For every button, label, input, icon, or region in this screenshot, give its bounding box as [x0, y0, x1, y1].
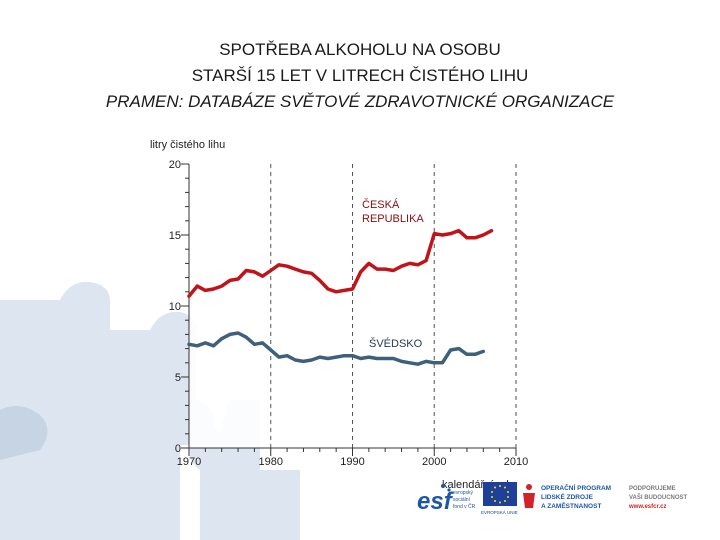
y-tick-label: 0	[175, 443, 181, 455]
svg-text:A ZAMĚSTNANOST: A ZAMĚSTNANOST	[541, 501, 601, 510]
x-tick-label: 2000	[422, 456, 446, 468]
y-tick-label: 10	[169, 301, 181, 313]
svg-text:PODPORUJEME: PODPORUJEME	[629, 486, 676, 492]
svg-text:VAŠI BUDOUCNOST: VAŠI BUDOUCNOST	[629, 493, 688, 501]
eu-flag-logo: EVROPSKÁ UNIE	[481, 482, 518, 515]
tick-labels: 0 5 10 15 20 1970 1980 1990 2000 2010	[169, 159, 528, 468]
annotation-svedsko: ŠVÉDSKO	[369, 337, 423, 350]
esf-logo: esf evropský sociální fond v ČR	[417, 484, 476, 515]
series-line-ceska-republika	[187, 228, 494, 298]
chart-title-line-1: SPOTŘEBA ALKOHOLU NA OSOBU	[219, 40, 501, 59]
svg-text:www.esfcr.cz: www.esfcr.cz	[628, 504, 666, 510]
series-lines	[187, 228, 494, 366]
annotation-republika: REPUBLIKA	[362, 213, 424, 225]
plot-area	[189, 164, 516, 448]
svg-text:fond v ČR: fond v ČR	[453, 503, 476, 510]
y-tick-label: 20	[169, 159, 181, 171]
x-tick-label: 1970	[177, 456, 201, 468]
chart-title-line-2: STARŠÍ 15 LET V LITRECH ČISTÉHO LIHU	[191, 66, 529, 85]
y-tick-label: 5	[175, 372, 181, 384]
y-axis-label: litry čistého lihu	[150, 139, 225, 151]
axes	[181, 163, 517, 456]
logo-strip: esf evropský sociální fond v ČR EVROPSKÁ…	[417, 482, 688, 515]
svg-text:OPERAČNÍ PROGRAM: OPERAČNÍ PROGRAM	[541, 483, 611, 492]
svg-text:evropský: evropský	[453, 490, 474, 496]
series-line-svedsko	[187, 331, 486, 366]
esf-logo-text: esf	[417, 488, 454, 515]
y-tick-label: 15	[169, 230, 181, 242]
support-slogan: PODPORUJEME VAŠI BUDOUCNOST www.esfcr.cz	[628, 486, 688, 510]
svg-text:sociální: sociální	[453, 497, 471, 503]
op-lzz-logo: OPERAČNÍ PROGRAM LIDSKÉ ZDROJE A ZAMĚSTN…	[523, 483, 611, 510]
x-tick-label: 2010	[504, 456, 528, 468]
x-tick-label: 1980	[259, 456, 283, 468]
svg-text:EVROPSKÁ UNIE: EVROPSKÁ UNIE	[481, 509, 518, 515]
annotation-ceska: ČESKÁ	[362, 198, 400, 211]
x-tick-label: 1990	[340, 456, 364, 468]
chart-subtitle-source: PRAMEN: DATABÁZE SVĚTOVÉ ZDRAVOTNICKÉ OR…	[105, 92, 615, 111]
svg-text:LIDSKÉ ZDROJE: LIDSKÉ ZDROJE	[541, 492, 594, 501]
